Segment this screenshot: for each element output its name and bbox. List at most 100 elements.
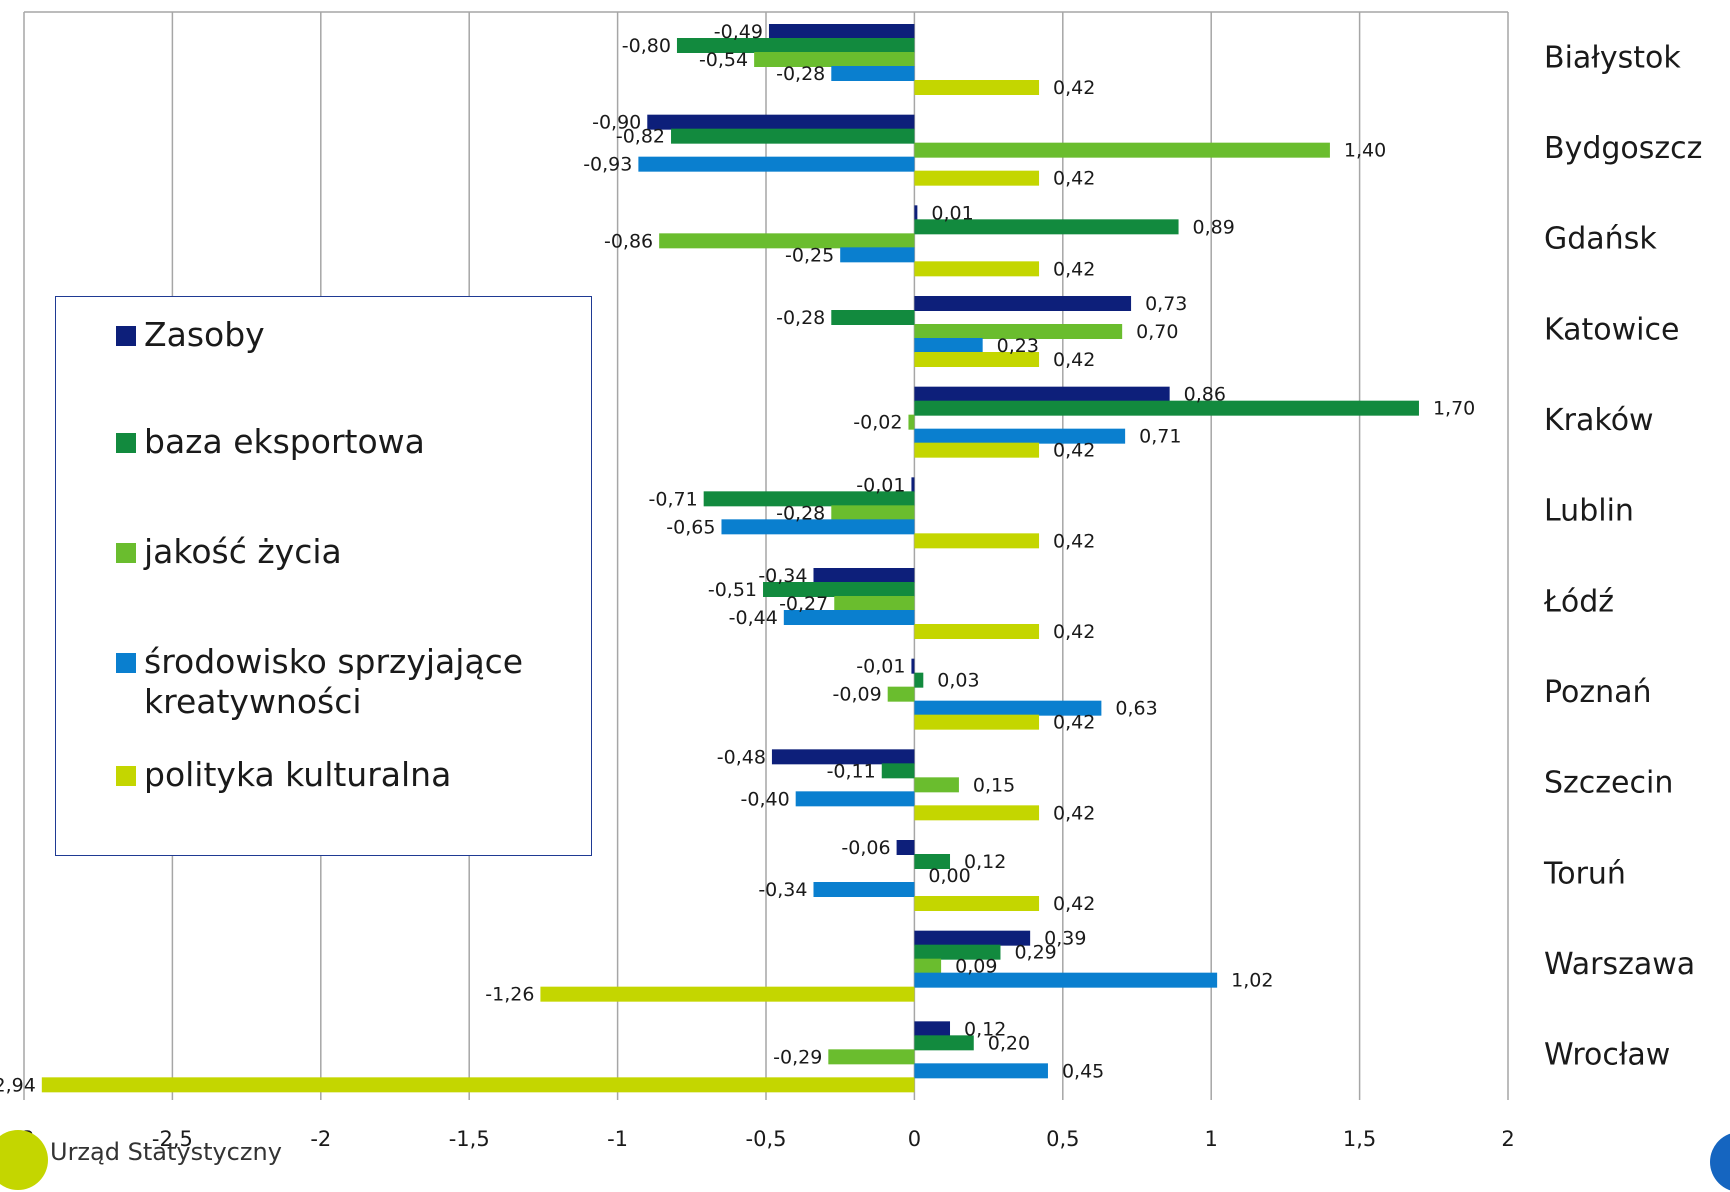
bar (834, 596, 915, 611)
category-label: Lublin (1544, 494, 1634, 529)
category-label: Białystok (1544, 40, 1681, 75)
bars (41, 24, 1419, 1093)
legend-label: polityka kulturalna (144, 755, 452, 794)
bar (914, 400, 1419, 416)
category-label: Szczecin (1544, 766, 1673, 801)
data-label: -0,65 (666, 516, 715, 538)
bar (914, 958, 942, 974)
legend-label: baza eksportowa (144, 422, 425, 461)
bar (638, 156, 915, 172)
data-label: 0,09 (955, 956, 997, 978)
bar (831, 505, 915, 521)
legend-item-baza-eksportowa: baza eksportowa (116, 422, 425, 462)
bar (914, 170, 1040, 186)
legend-label: środowisko sprzyjające kreatywności (144, 642, 523, 722)
bar (914, 261, 1040, 277)
data-label: 0,01 (931, 202, 973, 224)
bar (914, 714, 1040, 730)
data-label: -0,40 (741, 788, 790, 810)
bar (914, 324, 1123, 339)
data-label: -0,28 (776, 63, 825, 85)
bar (703, 491, 915, 507)
bar (914, 854, 951, 869)
data-label: 0,42 (1053, 258, 1095, 280)
logo-icon (0, 1130, 48, 1190)
data-label: 0,29 (1014, 942, 1056, 964)
bar (911, 477, 915, 493)
category-label: Bydgoszcz (1544, 131, 1702, 166)
legend-label: Zasoby (144, 315, 265, 354)
data-label: -0,01 (856, 474, 905, 496)
x-tick-label: 2 (1501, 1127, 1514, 1151)
bar (914, 930, 1031, 946)
data-label: 1,70 (1433, 398, 1475, 420)
data-label: 0,39 (1044, 928, 1086, 950)
data-label: -0,01 (856, 656, 905, 678)
bar (840, 247, 915, 263)
legend-item-polityka-kulturalna: polityka kulturalna (116, 755, 451, 795)
data-label: -0,25 (785, 244, 834, 266)
data-label: 0,03 (937, 670, 979, 692)
data-label: 0,89 (1193, 216, 1235, 238)
bar (914, 428, 1126, 444)
data-label: -1,26 (485, 984, 534, 1006)
bar (831, 66, 915, 81)
category-label: Poznań (1544, 675, 1652, 710)
x-tick-label: 0,5 (1046, 1127, 1079, 1151)
data-label: 0,12 (964, 851, 1006, 873)
data-label: 0,20 (988, 1032, 1030, 1054)
data-label: -0,90 (592, 112, 641, 134)
x-tick-label: 0 (908, 1127, 921, 1151)
bar (659, 233, 915, 249)
bar (914, 672, 924, 688)
category-label: Warszawa (1544, 947, 1695, 982)
bar (908, 414, 915, 430)
legend-item-srodowisko: środowisko sprzyjające kreatywności (116, 642, 523, 722)
data-label: -0,54 (699, 49, 748, 71)
bar (914, 219, 1179, 235)
bar (914, 700, 1102, 716)
bar (914, 386, 1170, 402)
bar (887, 686, 915, 702)
data-label: 0,00 (928, 865, 970, 887)
bar (914, 972, 1218, 988)
data-label: -0,11 (827, 760, 876, 782)
x-tick-label: -1,5 (449, 1127, 490, 1151)
legend-label: jakość życia (144, 532, 342, 571)
bar (911, 658, 915, 674)
bar (914, 442, 1040, 458)
bar (754, 52, 915, 67)
bar (768, 24, 915, 39)
category-label: Gdańsk (1544, 222, 1657, 257)
legend-swatch (116, 766, 136, 786)
bar (828, 1049, 915, 1065)
bar (914, 944, 1001, 960)
bar (914, 338, 983, 353)
bar (795, 791, 915, 807)
category-label: Katowice (1544, 312, 1679, 347)
data-label: 0,42 (1053, 168, 1095, 190)
category-labels: Białystok Bydgoszcz Gdańsk Katowice Kraków Lu… (1543, 40, 1702, 1072)
bar (896, 840, 915, 855)
bar (914, 352, 1040, 367)
category-label: Łódź (1543, 584, 1614, 619)
x-tick-label: -1 (607, 1127, 628, 1151)
data-label: 0,42 (1053, 440, 1095, 462)
bar (771, 749, 915, 765)
legend-swatch (116, 543, 136, 563)
data-label: 1,02 (1231, 970, 1273, 992)
data-label: -0,27 (779, 593, 828, 615)
data-label: 0,71 (1139, 426, 1181, 448)
bar (41, 1077, 915, 1093)
legend: Zasoby baza eksportowa jakość życia środ… (55, 296, 592, 856)
data-label: -0,49 (714, 21, 763, 43)
bar (914, 805, 1040, 821)
bar (914, 296, 1132, 311)
data-label: -0,34 (758, 879, 807, 901)
bar (831, 310, 915, 325)
bar (914, 205, 918, 221)
bar (721, 519, 915, 535)
legend-label-line2: kreatywności (144, 682, 362, 721)
footer-text: Urząd Statystyczny (50, 1138, 282, 1166)
x-tick-label: -2 (310, 1127, 331, 1151)
